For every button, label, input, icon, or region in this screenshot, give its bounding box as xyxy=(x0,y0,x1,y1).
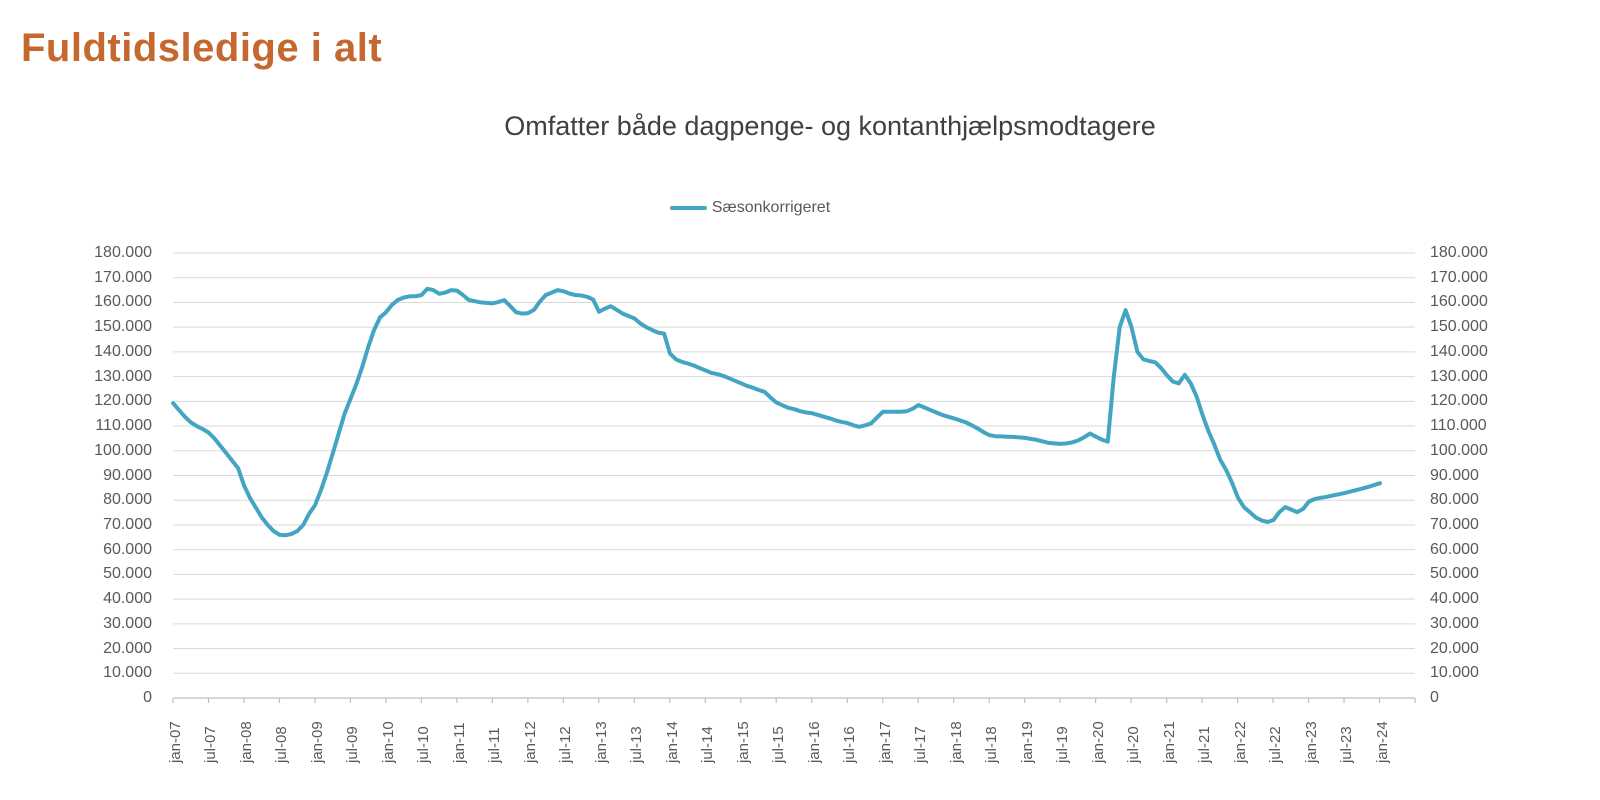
x-axis-label: jul-08 xyxy=(273,726,291,763)
legend: Sæsonkorrigeret xyxy=(0,196,1500,220)
y-axis-label-right: 110.000 xyxy=(1430,417,1487,435)
x-axis-label: jan-15 xyxy=(734,721,752,763)
x-axis-label: jul-12 xyxy=(557,726,575,763)
x-axis-label: jan-12 xyxy=(521,721,539,763)
x-axis-label: jan-10 xyxy=(379,721,397,763)
x-axis-label: jul-23 xyxy=(1338,726,1356,763)
y-axis-label-left: 70.000 xyxy=(103,515,152,533)
y-axis-label-left: 60.000 xyxy=(103,540,152,558)
y-axis-label-right: 90.000 xyxy=(1430,466,1479,484)
y-axis-label-left: 180.000 xyxy=(94,244,152,261)
x-axis-label: jan-18 xyxy=(947,721,965,763)
x-axis-label: jan-20 xyxy=(1089,721,1107,763)
x-axis-label: jul-21 xyxy=(1196,726,1214,763)
y-axis-label-right: 20.000 xyxy=(1430,639,1479,657)
legend-label: Sæsonkorrigeret xyxy=(711,199,831,216)
x-axis-label: jan-23 xyxy=(1302,721,1320,763)
y-axis-label-right: 0 xyxy=(1430,689,1439,706)
y-axis-label-right: 40.000 xyxy=(1430,590,1479,608)
y-axis-label-right: 170.000 xyxy=(1430,268,1488,286)
y-axis-label-left: 30.000 xyxy=(103,614,152,632)
x-axis-label: jul-09 xyxy=(344,726,362,763)
x-axis-label: jul-11 xyxy=(486,727,504,763)
y-axis-label-right: 160.000 xyxy=(1430,293,1488,311)
y-axis-label-left: 20.000 xyxy=(103,639,152,657)
y-axis-label-left: 120.000 xyxy=(94,392,152,410)
y-axis-label-left: 100.000 xyxy=(94,441,152,459)
x-axis-label: jul-18 xyxy=(983,726,1001,763)
y-axis-label-right: 30.000 xyxy=(1430,614,1479,632)
x-axis-label: jan-17 xyxy=(876,721,894,763)
y-axis-label-right: 150.000 xyxy=(1430,318,1488,336)
y-axis-label-right: 140.000 xyxy=(1430,342,1488,360)
x-axis-label: jan-13 xyxy=(592,721,610,763)
y-axis-label-right: 130.000 xyxy=(1430,367,1488,385)
x-axis-label: jan-11 xyxy=(450,722,468,763)
seasonally-adjusted-series-line xyxy=(171,286,1382,538)
x-axis-label: jul-17 xyxy=(912,726,930,763)
x-axis-label: jan-14 xyxy=(663,721,681,763)
x-axis-label: jul-16 xyxy=(841,726,859,763)
x-axis-label: jul-13 xyxy=(628,726,646,763)
y-axis-label-left: 40.000 xyxy=(103,590,152,608)
y-axis-label-left: 90.000 xyxy=(103,466,152,484)
y-axis-label-left: 140.000 xyxy=(94,342,152,360)
y-axis-label-right: 180.000 xyxy=(1430,244,1488,261)
chart-title: Omfatter både dagpenge- og kontanthjælps… xyxy=(504,111,1156,141)
y-axis-label-right: 100.000 xyxy=(1430,441,1488,459)
x-axis-label: jan-19 xyxy=(1018,721,1036,763)
y-axis-label-right: 50.000 xyxy=(1430,565,1479,583)
y-axis-label-left: 10.000 xyxy=(103,664,152,682)
legend-series-line-icon xyxy=(669,206,707,210)
x-axis-label: jul-10 xyxy=(415,726,433,763)
x-axis-label: jan-22 xyxy=(1231,721,1249,763)
x-axis-label: jan-24 xyxy=(1373,721,1391,763)
x-axis-label: jul-20 xyxy=(1125,726,1143,763)
y-axis-label-right: 120.000 xyxy=(1430,392,1488,410)
x-axis-label: jul-22 xyxy=(1267,726,1285,763)
y-axis-label-right: 80.000 xyxy=(1430,491,1479,509)
y-axis-label-left: 130.000 xyxy=(94,367,152,385)
y-axis-label-left: 50.000 xyxy=(103,565,152,583)
y-axis-label-left: 170.000 xyxy=(94,268,152,286)
y-axis-label-left: 0 xyxy=(143,689,152,706)
y-axis-label-left: 150.000 xyxy=(94,318,152,336)
x-axis-label: jan-21 xyxy=(1160,721,1178,763)
x-axis-label: jul-14 xyxy=(699,726,717,763)
y-axis-label-right: 70.000 xyxy=(1430,515,1479,533)
y-axis-label-left: 160.000 xyxy=(94,293,152,311)
x-axis-label: jan-07 xyxy=(167,721,184,763)
y-axis-label-right: 10.000 xyxy=(1430,664,1479,682)
x-axis-label: jan-16 xyxy=(805,721,823,763)
y-axis-label-left: 110.000 xyxy=(95,417,152,435)
y-axis-label-right: 60.000 xyxy=(1430,540,1479,558)
x-axis-label: jan-08 xyxy=(237,721,255,763)
x-axis-label: jul-19 xyxy=(1054,726,1072,763)
x-axis-label: jan-09 xyxy=(308,721,326,763)
y-axis-label-left: 80.000 xyxy=(103,491,152,509)
x-axis-label: jul-15 xyxy=(770,726,788,763)
x-axis-label: jul-07 xyxy=(202,726,220,763)
page-title: Fuldtidsledige i alt xyxy=(21,26,383,70)
